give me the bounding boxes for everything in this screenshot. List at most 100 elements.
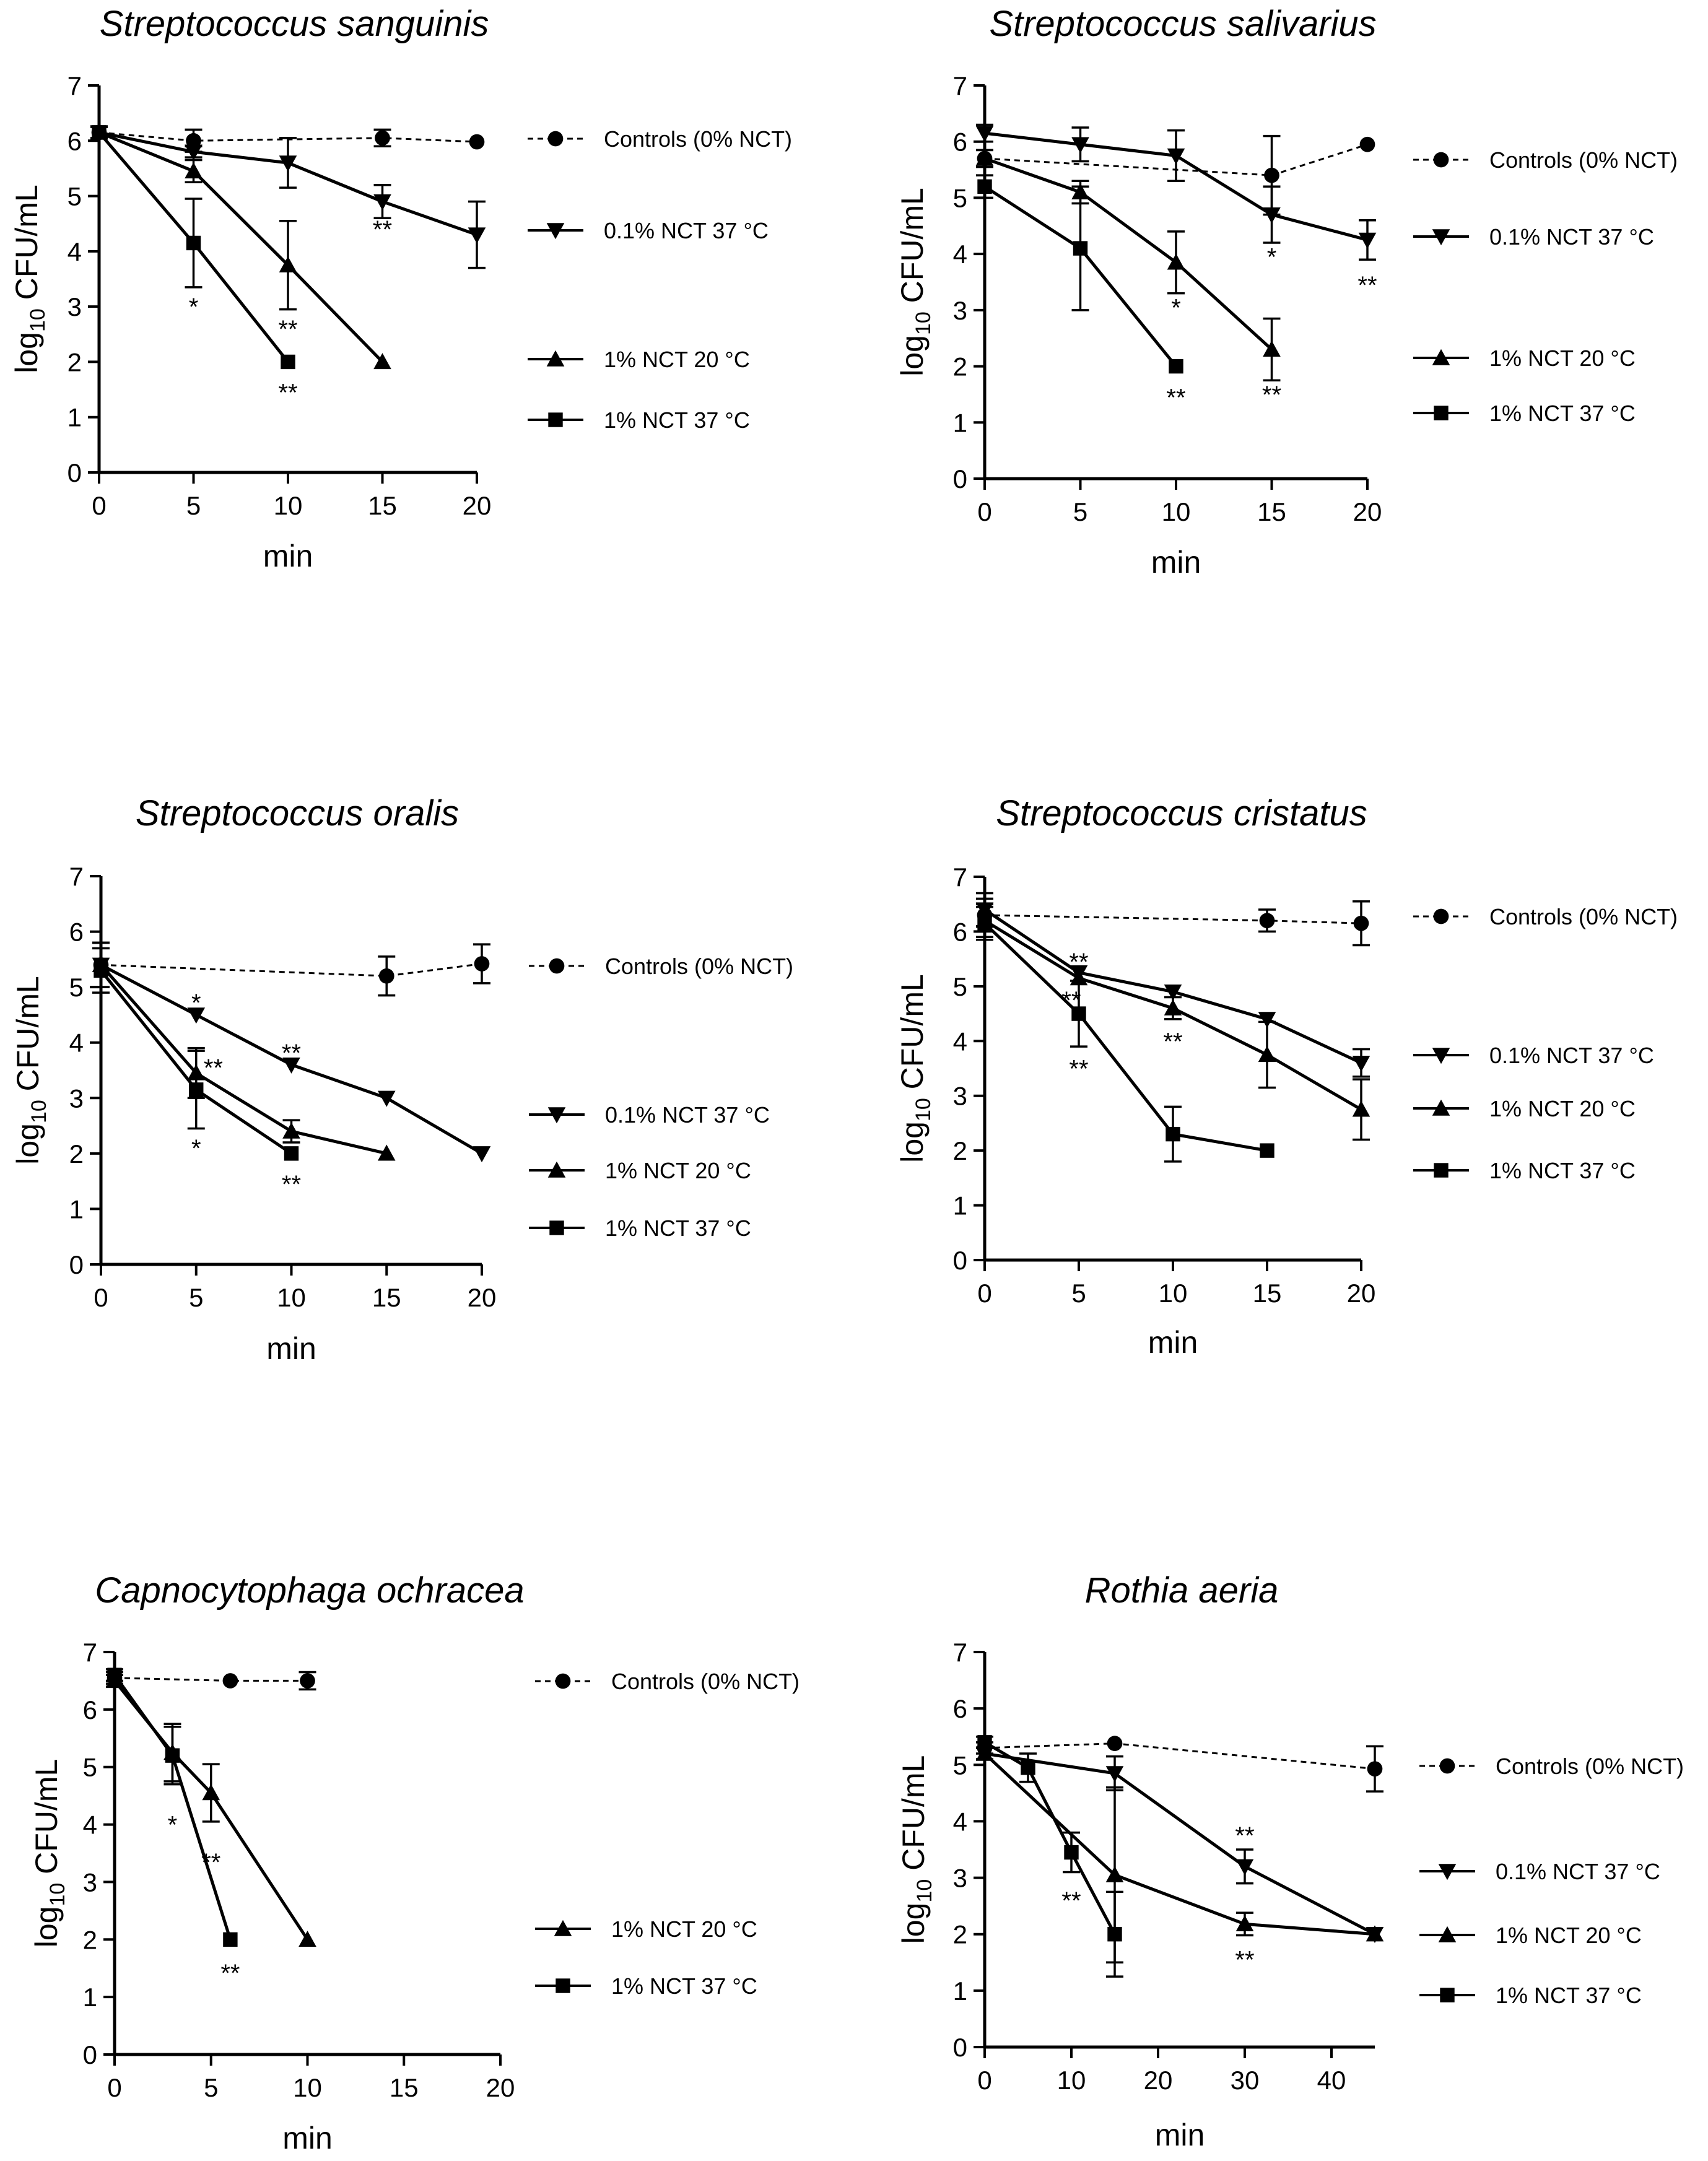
y-tick-label: 5 bbox=[953, 1750, 967, 1780]
y-tick-label: 0 bbox=[83, 2040, 97, 2069]
legend-label: 1% NCT 37 °C bbox=[611, 1973, 757, 1999]
y-tick-label: 0 bbox=[68, 458, 82, 487]
data-point bbox=[279, 155, 297, 172]
data-point bbox=[1260, 1143, 1274, 1158]
legend-entry: Controls (0% NCT) bbox=[1413, 904, 1678, 929]
series-3 bbox=[90, 125, 295, 370]
legend-marker bbox=[1438, 1926, 1457, 1942]
x-tick-label: 0 bbox=[92, 491, 106, 520]
chart-panel-1: Streptococcus sanguinis 0 1 2 3 4 5 6 7 0 5 10 15 20 m… bbox=[9, 4, 792, 573]
data-point bbox=[1258, 1012, 1276, 1028]
data-point bbox=[165, 1748, 180, 1763]
legend-entry: 1% NCT 20 °C bbox=[535, 1916, 757, 1942]
legend-entry: 0.1% NCT 37 °C bbox=[1413, 1043, 1654, 1068]
y-axis-label: log10 CFU/mL bbox=[29, 1759, 69, 1948]
x-tick-label: 0 bbox=[107, 2073, 121, 2102]
data-point bbox=[373, 353, 391, 370]
data-point bbox=[185, 162, 203, 179]
data-point bbox=[107, 1667, 122, 1682]
y-tick-label: 5 bbox=[953, 972, 967, 1001]
y-tick-label: 1 bbox=[953, 408, 967, 437]
legend-entry: Controls (0% NCT) bbox=[1419, 1754, 1684, 1779]
y-tick-label: 0 bbox=[953, 464, 967, 494]
data-point bbox=[202, 1784, 220, 1801]
series-3 bbox=[976, 174, 1183, 374]
data-point bbox=[1235, 1915, 1254, 1932]
significance-mark: ** bbox=[1235, 1822, 1254, 1850]
series-0 bbox=[92, 941, 490, 997]
y-tick-label: 2 bbox=[953, 352, 967, 381]
x-tick-label: 20 bbox=[1347, 1279, 1376, 1308]
legend-label: Controls (0% NCT) bbox=[611, 1669, 800, 1694]
y-tick-label: 4 bbox=[953, 1807, 967, 1836]
x-axis-label: min bbox=[1148, 1325, 1198, 1360]
data-point bbox=[373, 194, 391, 211]
y-tick-label: 7 bbox=[953, 863, 967, 892]
legend-entry: Controls (0% NCT) bbox=[528, 126, 792, 152]
legend-label: 1% NCT 20 °C bbox=[1496, 1923, 1642, 1948]
y-tick-label: 1 bbox=[68, 403, 82, 432]
legend-marker bbox=[1440, 1988, 1455, 2002]
x-tick-label: 0 bbox=[94, 1283, 108, 1312]
x-tick-label: 20 bbox=[468, 1283, 497, 1312]
x-tick-label: 30 bbox=[1231, 2066, 1260, 2095]
data-point bbox=[92, 125, 107, 140]
x-tick-label: 20 bbox=[1144, 2066, 1173, 2095]
legend-entry: 1% NCT 37 °C bbox=[528, 407, 750, 433]
series-2 bbox=[975, 903, 1370, 1141]
y-tick-label: 7 bbox=[68, 71, 82, 100]
data-point bbox=[977, 916, 992, 931]
data-point bbox=[1164, 985, 1182, 1001]
legend-marker bbox=[554, 1920, 572, 1936]
x-tick-label: 15 bbox=[368, 491, 397, 520]
legend-label: 0.1% NCT 37 °C bbox=[1489, 1043, 1654, 1068]
y-tick-label: 4 bbox=[953, 1027, 967, 1056]
legend-marker bbox=[546, 350, 565, 367]
y-tick-label: 5 bbox=[68, 182, 82, 211]
legend-entry: Controls (0% NCT) bbox=[535, 1669, 800, 1694]
data-point bbox=[975, 126, 994, 142]
series-line bbox=[983, 1741, 1117, 1935]
legend-label: Controls (0% NCT) bbox=[604, 126, 792, 152]
data-point bbox=[975, 1744, 994, 1761]
y-tick-label: 2 bbox=[953, 1136, 967, 1165]
x-tick-label: 15 bbox=[1253, 1279, 1282, 1308]
series-3 bbox=[92, 947, 299, 1161]
data-point bbox=[189, 1082, 204, 1097]
data-point bbox=[185, 144, 203, 161]
series-line bbox=[113, 1674, 232, 1941]
significance-mark: ** bbox=[1069, 949, 1088, 976]
y-tick-label: 2 bbox=[83, 1925, 97, 1954]
y-tick-label: 0 bbox=[953, 1246, 967, 1275]
chart-panel-5: Capnocytophaga ochracea 0 1 2 3 4 5 6 7 0 5 10 15 20 m… bbox=[29, 1570, 800, 2155]
significance-mark: * bbox=[168, 1812, 178, 1839]
legend-label: 1% NCT 37 °C bbox=[604, 407, 750, 433]
significance-mark: * bbox=[1267, 244, 1277, 271]
y-tick-label: 0 bbox=[953, 2033, 967, 2062]
legend-marker bbox=[1432, 229, 1450, 246]
data-point bbox=[1073, 241, 1088, 256]
legend-entry: Controls (0% NCT) bbox=[1413, 147, 1678, 173]
chart-panel-3: Streptococcus oralis 0 1 2 3 4 5 6 7 0 5 10 15 20 min l… bbox=[11, 793, 793, 1366]
significance-mark: ** bbox=[373, 216, 392, 243]
legend-marker bbox=[556, 1978, 570, 1993]
y-tick-label: 7 bbox=[953, 71, 967, 100]
data-point bbox=[1167, 148, 1185, 165]
legend-entry: 0.1% NCT 37 °C bbox=[529, 1102, 770, 1128]
legend-entry: 1% NCT 37 °C bbox=[1413, 401, 1636, 426]
significance-mark: ** bbox=[1235, 1947, 1254, 1974]
series-2 bbox=[90, 123, 391, 370]
x-tick-label: 5 bbox=[204, 2073, 218, 2102]
y-axis-label: log10 CFU/mL bbox=[896, 1755, 936, 1944]
legend-marker bbox=[547, 1161, 566, 1178]
data-point bbox=[282, 1122, 300, 1139]
legend-label: 1% NCT 20 °C bbox=[1489, 346, 1636, 371]
legend-label: 1% NCT 20 °C bbox=[605, 1158, 751, 1183]
x-tick-label: 10 bbox=[293, 2073, 322, 2102]
y-tick-label: 4 bbox=[69, 1028, 84, 1058]
legend-label: Controls (0% NCT) bbox=[605, 954, 793, 979]
data-point bbox=[377, 1090, 396, 1107]
legend-entry: 1% NCT 20 °C bbox=[529, 1158, 751, 1183]
y-tick-label: 3 bbox=[953, 1864, 967, 1893]
chart-title: Streptococcus cristatus bbox=[996, 793, 1367, 833]
